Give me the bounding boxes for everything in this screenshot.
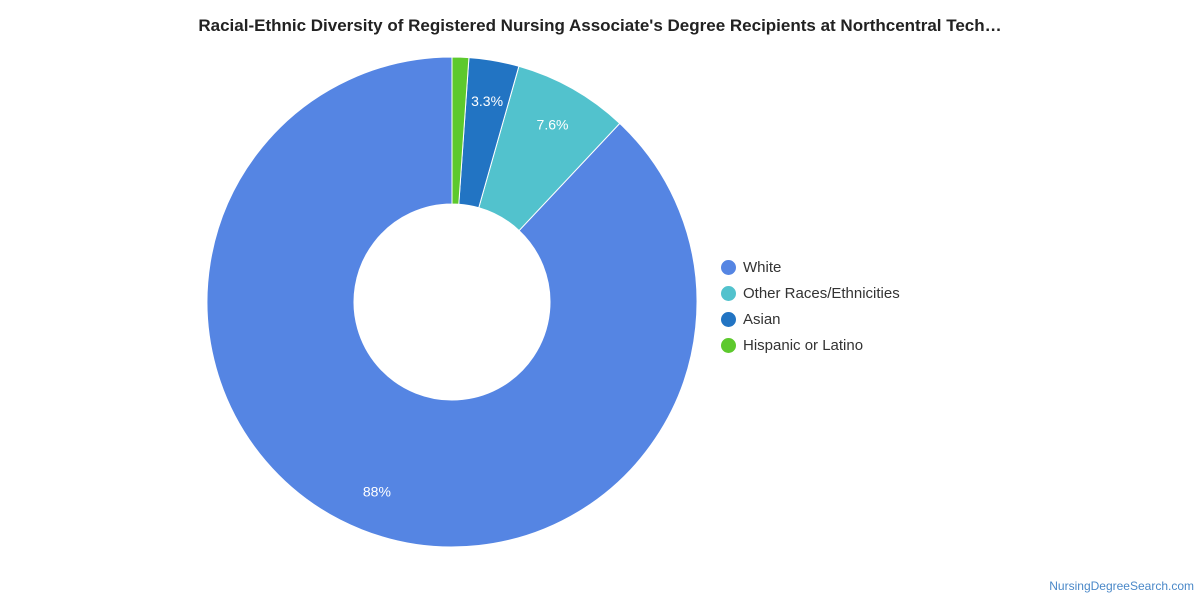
legend-item[interactable]: Hispanic or Latino — [721, 332, 900, 358]
slice-other-races-ethnicities[interactable] — [478, 65, 621, 232]
legend-label: White — [743, 258, 782, 276]
legend-label: Hispanic or Latino — [743, 336, 864, 354]
legend-label: Asian — [743, 310, 781, 328]
slice-white[interactable] — [206, 56, 698, 548]
legend-label: Other Races/Ethnicities — [743, 284, 900, 302]
slice-asian[interactable] — [458, 57, 520, 209]
legend-item[interactable]: Other Races/Ethnicities — [721, 280, 900, 306]
legend-item[interactable]: Asian — [721, 306, 900, 332]
legend-swatch — [721, 311, 736, 327]
legend-swatch — [721, 285, 736, 301]
slice-label: 3.3% — [471, 93, 503, 109]
site-watermark[interactable]: NursingDegreeSearch.com — [1049, 579, 1194, 593]
slice-label: 7.6% — [537, 116, 569, 132]
slice-label: 88% — [363, 484, 391, 500]
legend-swatch — [721, 259, 736, 275]
chart-title: Racial-Ethnic Diversity of Registered Nu… — [198, 16, 1002, 35]
legend-swatch — [721, 337, 736, 353]
chart-legend: White Other Races/Ethnicities Asian Hispani… — [721, 254, 900, 358]
slice-hispanic-or-latino[interactable] — [451, 56, 470, 205]
legend-item[interactable]: White — [721, 254, 900, 280]
